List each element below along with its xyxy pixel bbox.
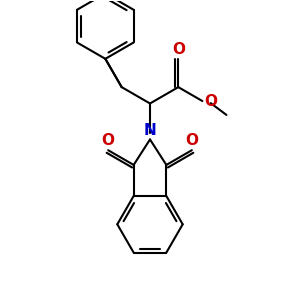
Text: O: O [204,94,217,109]
Text: N: N [144,123,156,138]
Text: O: O [185,133,198,148]
Text: O: O [172,42,185,57]
Text: O: O [102,133,115,148]
